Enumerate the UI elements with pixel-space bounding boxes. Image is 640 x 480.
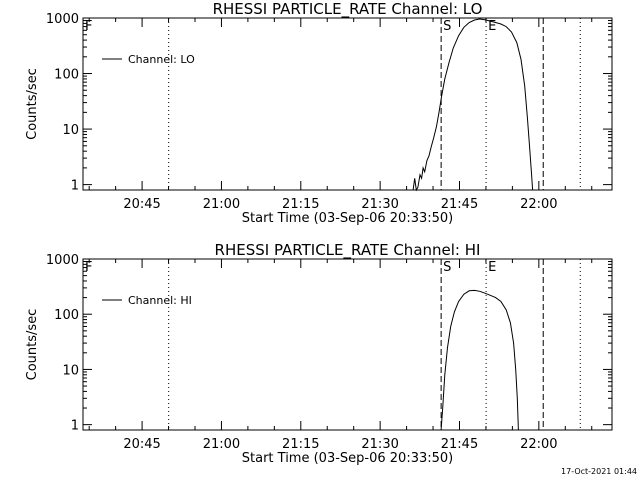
x-tick-label: 20:45 <box>123 197 160 212</box>
legend-label: Channel: LO <box>128 53 195 66</box>
event-marker-label: S <box>443 260 451 275</box>
y-tick-label: 1 <box>71 419 79 434</box>
x-tick-label: 21:30 <box>361 197 398 212</box>
y-tick-label: 1000 <box>46 12 79 27</box>
event-marker-label: S <box>443 19 451 34</box>
x-axis-label: Start Time (03-Sep-06 20:33:50) <box>242 211 453 226</box>
chart-title: RHESSI PARTICLE_RATE Channel: HI <box>215 241 481 260</box>
x-tick-label: 21:15 <box>282 197 319 212</box>
x-tick-label: 21:00 <box>203 197 240 212</box>
x-tick-label: 22:00 <box>520 437 557 452</box>
generation-timestamp: 17-Oct-2021 01:44 <box>561 467 637 476</box>
y-tick-label: 10 <box>62 123 79 138</box>
x-tick-label: 21:45 <box>441 437 478 452</box>
chart-panel-2: RHESSI PARTICLE_RATE Channel: HI 1 10 100 10… <box>25 241 613 466</box>
x-tick-label: 21:45 <box>441 197 478 212</box>
y-axis-label: Counts/sec <box>25 309 40 381</box>
y-tick-label: 1000 <box>46 253 79 268</box>
x-tick-label: 21:00 <box>203 437 240 452</box>
x-tick-label: 20:45 <box>123 437 160 452</box>
y-tick-label: 1 <box>71 179 79 194</box>
y-tick-label: 100 <box>54 68 79 83</box>
x-tick-label: 22:00 <box>520 197 557 212</box>
event-marker-label: F <box>85 260 92 275</box>
chart-panel-1: RHESSI PARTICLE_RATE Channel: LO 1 10 100 10… <box>25 0 613 226</box>
event-marker-label: E <box>488 19 496 34</box>
series-line <box>412 18 534 192</box>
plot-frame <box>82 17 613 191</box>
event-marker-label: E <box>488 260 496 275</box>
y-tick-label: 100 <box>54 308 79 323</box>
x-axis-label: Start Time (03-Sep-06 20:33:50) <box>242 451 453 466</box>
x-tick-label: 21:15 <box>282 437 319 452</box>
y-tick-label: 10 <box>62 363 79 378</box>
plot-frame <box>82 258 613 431</box>
chart-title: RHESSI PARTICLE_RATE Channel: LO <box>213 0 483 19</box>
legend-label: Channel: HI <box>128 294 192 307</box>
event-marker-label: F <box>85 19 92 34</box>
x-tick-label: 21:30 <box>361 437 398 452</box>
series-line <box>440 289 519 431</box>
y-axis-label: Counts/sec <box>25 68 40 140</box>
